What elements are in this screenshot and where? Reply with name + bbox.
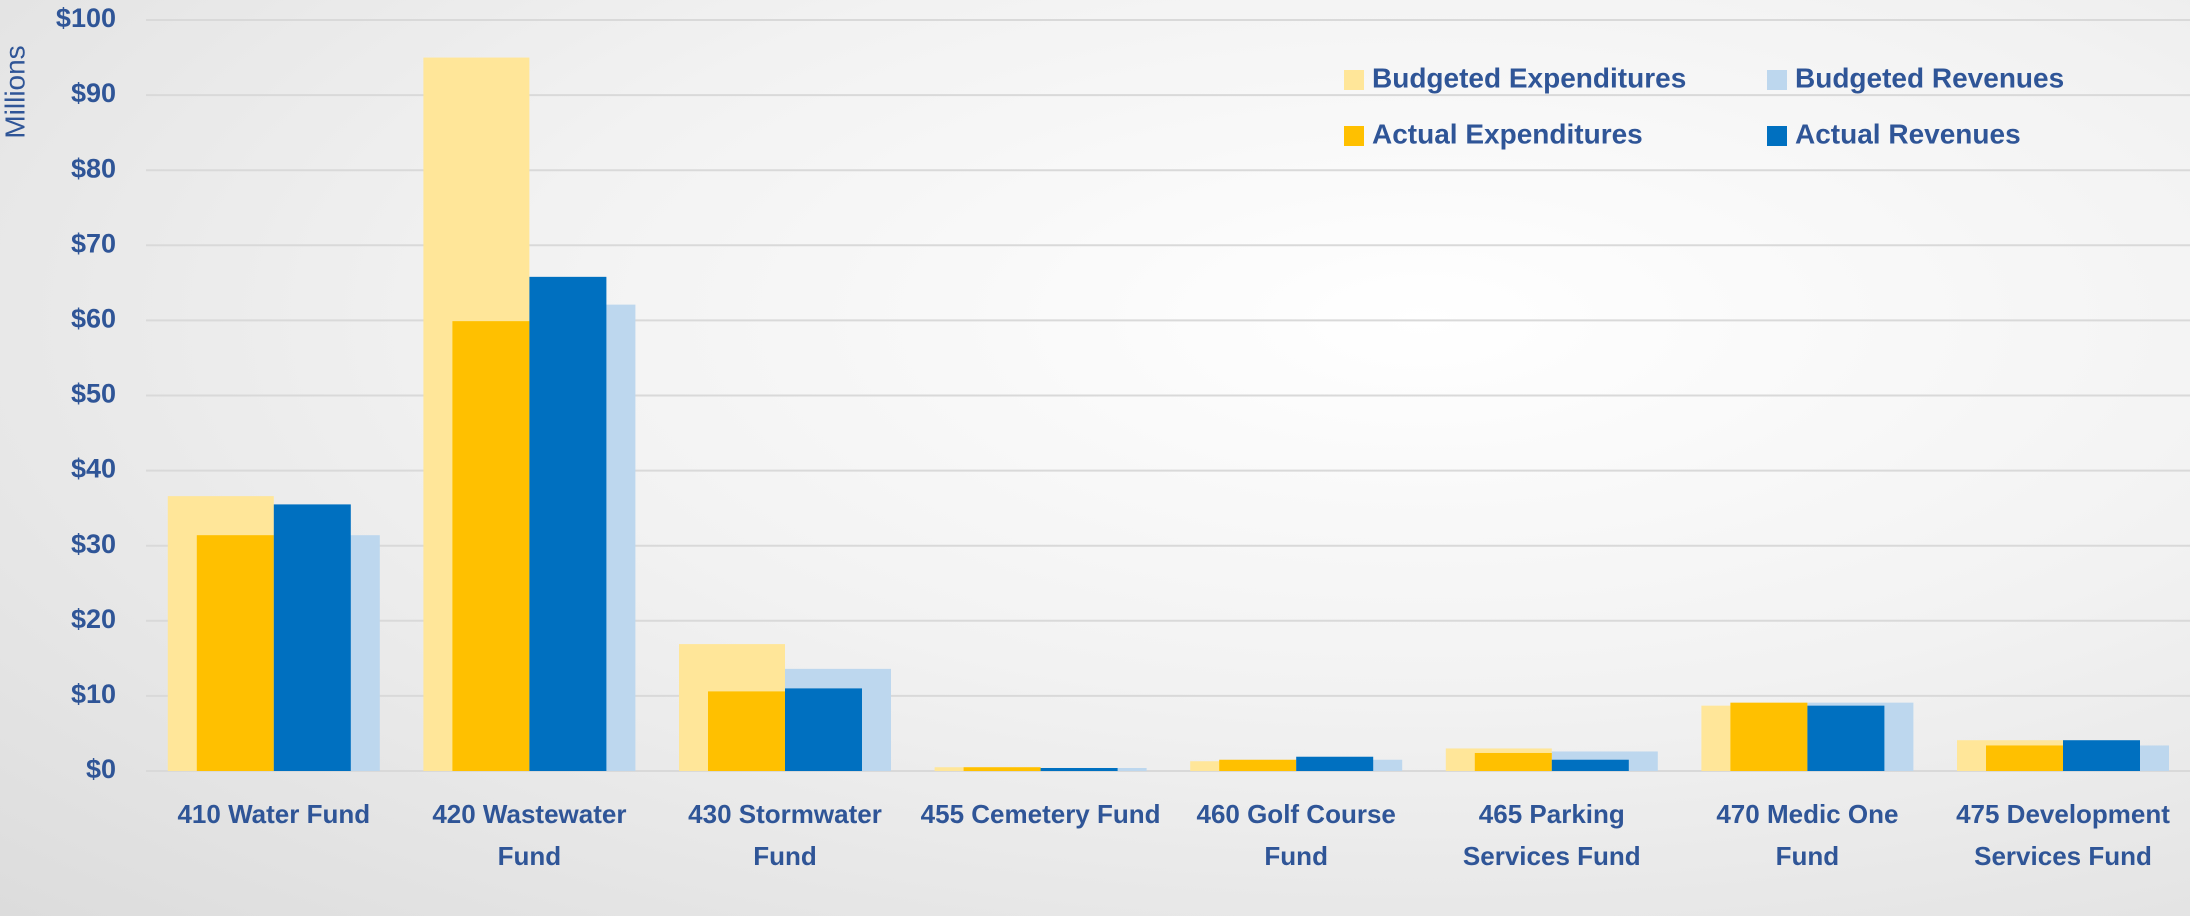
legend-swatch bbox=[1767, 70, 1787, 90]
y-tick-label: $90 bbox=[71, 78, 116, 108]
bar bbox=[529, 276, 607, 771]
x-tick-label: 470 Medic One Fund bbox=[1716, 799, 1899, 871]
y-tick-label: $10 bbox=[71, 679, 116, 709]
legend-swatch bbox=[1344, 126, 1364, 146]
bar bbox=[1551, 759, 1629, 771]
bar bbox=[2063, 740, 2140, 771]
bar bbox=[1730, 702, 1808, 771]
bar bbox=[1219, 759, 1297, 771]
y-tick-label: $40 bbox=[71, 454, 116, 484]
legend-label: Budgeted Expenditures bbox=[1372, 62, 1686, 93]
y-tick-label: $70 bbox=[71, 228, 116, 258]
y-tick-label: $50 bbox=[71, 379, 116, 409]
x-tick-label: 455 Cemetery Fund bbox=[920, 799, 1161, 829]
x-tick-label: 420 Wastewater Fund bbox=[432, 799, 627, 871]
bar bbox=[452, 321, 530, 771]
bar bbox=[1296, 756, 1374, 771]
y-tick-label: $80 bbox=[71, 153, 116, 183]
bar bbox=[196, 535, 274, 771]
legend-label: Budgeted Revenues bbox=[1795, 62, 2064, 93]
x-tick-label: 410 Water Fund bbox=[177, 799, 371, 829]
bar bbox=[1807, 705, 1885, 771]
bar bbox=[1040, 767, 1118, 771]
legend-label: Actual Revenues bbox=[1795, 118, 2021, 149]
y-tick-label: $20 bbox=[71, 604, 116, 634]
legend-swatch bbox=[1767, 126, 1787, 146]
legend-swatch bbox=[1344, 70, 1364, 90]
bar bbox=[708, 691, 785, 771]
bar bbox=[1474, 752, 1552, 771]
x-tick-label: 475 Development Services Fund bbox=[1956, 799, 2170, 871]
x-tick-label: 465 Parking Services Fund bbox=[1462, 799, 1641, 871]
bar bbox=[963, 767, 1041, 771]
bar bbox=[785, 688, 862, 771]
y-axis-label: Millions bbox=[0, 45, 30, 138]
y-tick-label: $100 bbox=[56, 3, 116, 33]
y-tick-label: $0 bbox=[86, 754, 116, 784]
y-tick-label: $30 bbox=[71, 529, 116, 559]
x-tick-label: 430 Stormwater Fund bbox=[688, 799, 882, 871]
bar bbox=[1986, 745, 2063, 771]
y-tick-label: $60 bbox=[71, 304, 116, 334]
x-tick-label: 460 Golf Course Fund bbox=[1196, 799, 1396, 871]
bar bbox=[273, 504, 351, 771]
legend-label: Actual Expenditures bbox=[1372, 118, 1643, 149]
